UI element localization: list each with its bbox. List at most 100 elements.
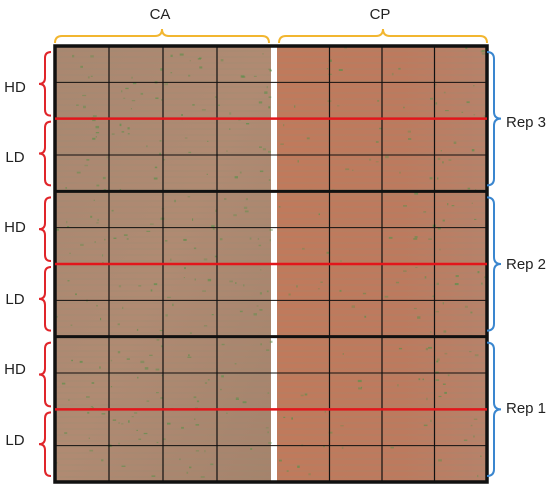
crop-patch (444, 352, 448, 355)
crop-patch (121, 90, 123, 93)
crop-patch (438, 459, 442, 462)
crop-patch (469, 351, 472, 353)
crop-patch (140, 92, 144, 95)
crop-patch (471, 149, 475, 152)
crop-patch (436, 282, 439, 285)
crop-patch (161, 99, 163, 101)
crop-patch (256, 305, 259, 307)
crop-patch (474, 354, 479, 357)
crop-patch (423, 424, 428, 427)
crop-patch (283, 416, 286, 418)
crop-patch (123, 234, 128, 236)
crop-patch (221, 375, 224, 378)
crop-patch (413, 307, 417, 310)
crop-patch (181, 114, 183, 116)
crop-patch (283, 124, 285, 127)
crop-patch (56, 228, 59, 231)
crop-patch (375, 161, 379, 163)
crop-patch (136, 429, 138, 431)
crop-patch (436, 358, 440, 361)
crop-patch (221, 343, 225, 346)
crop-patch (93, 199, 95, 201)
crop-patch (101, 459, 104, 462)
crop-patch (464, 305, 468, 308)
crop-patch (95, 136, 97, 138)
crop-patch (210, 463, 214, 466)
crop-patch (212, 228, 215, 230)
crop-patch (257, 238, 260, 240)
crop-patch (339, 289, 342, 292)
crop-patch (377, 100, 380, 102)
crop-patch (268, 179, 271, 181)
crop-patch (264, 91, 268, 94)
crop-patch (362, 292, 367, 295)
crop-patch (302, 247, 305, 250)
crop-patch (155, 97, 159, 99)
crop-patch (214, 96, 217, 98)
crop-patch (188, 151, 192, 154)
crop-patch (258, 244, 262, 247)
crop-patch (220, 59, 224, 62)
crop-patch (183, 238, 187, 241)
crop-patch (268, 106, 271, 109)
crop-patch (224, 198, 227, 200)
crop-patch (243, 284, 245, 287)
crop-patch (233, 214, 237, 217)
label-ld-rep2: LD (5, 291, 25, 308)
crop-patch (170, 72, 173, 74)
crop-patch (181, 426, 184, 429)
crop-patch (341, 446, 344, 449)
crop-patch (192, 104, 195, 106)
crop-patch (84, 164, 88, 167)
crop-patch (245, 198, 248, 201)
crop-patch (87, 411, 90, 414)
crop-patch (474, 218, 477, 220)
rep-bracket (486, 51, 502, 187)
crop-patch (119, 123, 122, 127)
crop-patch (95, 132, 100, 134)
crop-patch (267, 431, 269, 434)
crop-patch (415, 267, 418, 268)
crop-patch (384, 295, 389, 298)
crop-patch (403, 106, 405, 109)
crop-patch (67, 280, 70, 282)
crop-patch (473, 418, 478, 420)
rep-bracket (486, 196, 502, 332)
crop-patch (99, 366, 101, 369)
crop-patch (253, 313, 257, 316)
crop-patch (260, 343, 262, 346)
crop-patch (352, 169, 354, 171)
crop-patch (200, 476, 205, 478)
crop-patch (149, 354, 153, 356)
crop-patch (126, 358, 130, 360)
crop-patch (101, 413, 106, 415)
crop-patch (164, 240, 168, 242)
crop-patch (102, 254, 104, 257)
crop-patch (260, 269, 262, 271)
crop-patch (463, 439, 468, 441)
crop-patch (300, 394, 304, 397)
crop-patch (111, 133, 115, 135)
crop-patch (235, 282, 237, 284)
crop-patch (121, 131, 125, 133)
label-rep3: Rep 3 (506, 114, 547, 131)
crop-patch (340, 260, 342, 262)
crop-patch (418, 378, 421, 381)
crop-patch (131, 76, 133, 79)
crop-patch (117, 351, 121, 354)
crop-patch (266, 86, 268, 89)
crop-patch (159, 140, 162, 142)
crop-patch (436, 360, 439, 363)
crop-patch (344, 47, 347, 49)
crop-patch (64, 432, 68, 434)
crop-patch (432, 295, 434, 298)
crop-patch (192, 218, 194, 221)
crop-patch (92, 407, 94, 409)
crop-patch (186, 471, 189, 474)
crop-patch (110, 359, 113, 362)
crop-patch (159, 329, 164, 332)
crop-patch (435, 102, 438, 105)
hd-bracket (38, 341, 52, 408)
crop-patch (126, 238, 129, 240)
